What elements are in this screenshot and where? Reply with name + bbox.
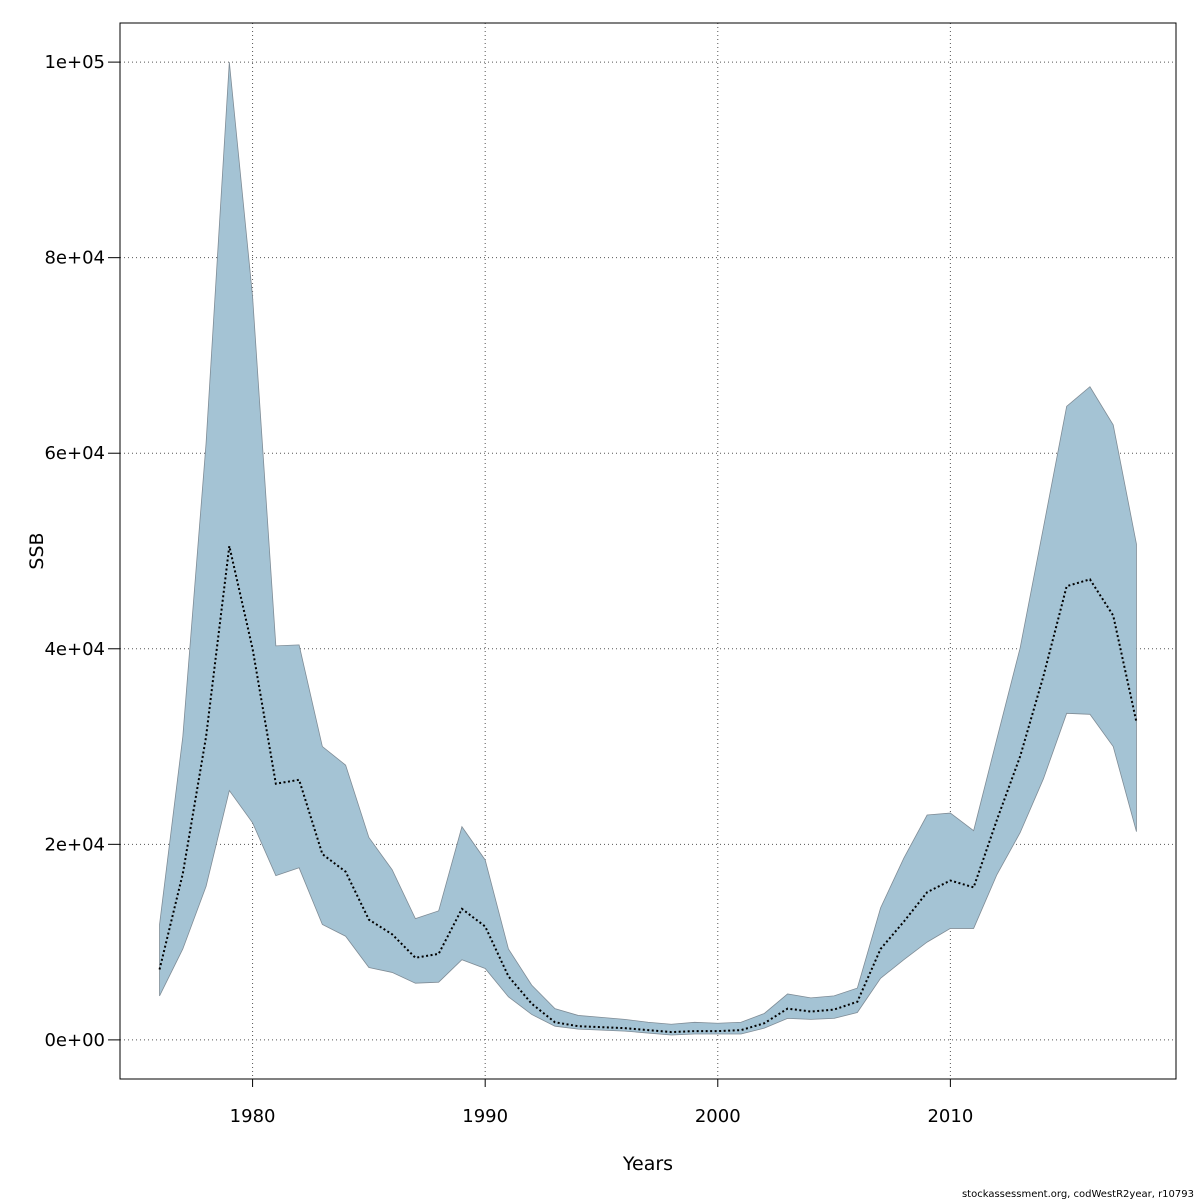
y-axis: 0e+00 2e+04 4e+04 6e+04 8e+04 1e+05 — [44, 52, 120, 1051]
confidence-band — [159, 62, 1137, 1036]
x-tick-label: 2010 — [927, 1106, 973, 1127]
x-tick-label: 1990 — [462, 1106, 508, 1127]
grid-lines — [120, 23, 1176, 1079]
y-tick-label: 4e+04 — [44, 639, 105, 660]
plot-frame — [119, 22, 1177, 1080]
ssb-series-line — [158, 545, 1138, 1034]
y-tick-label: 2e+04 — [44, 834, 105, 855]
x-tick-label: 2000 — [695, 1106, 741, 1127]
x-axis-title: Years — [622, 1153, 673, 1175]
y-tick-label: 6e+04 — [44, 443, 105, 464]
y-axis-title: SSB — [26, 532, 48, 569]
ssb-confidence-band — [159, 62, 1137, 1036]
y-tick-label: 8e+04 — [44, 248, 105, 269]
y-tick-label: 1e+05 — [44, 52, 105, 73]
ssb-estimate-line — [158, 545, 1138, 1034]
x-axis: 1980 1990 2000 2010 — [230, 1079, 973, 1127]
footer-credit: stockassessment.org, codWestR2year, r107… — [962, 1189, 1194, 1200]
x-tick-label: 1980 — [230, 1106, 276, 1127]
y-tick-label: 0e+00 — [44, 1030, 105, 1051]
